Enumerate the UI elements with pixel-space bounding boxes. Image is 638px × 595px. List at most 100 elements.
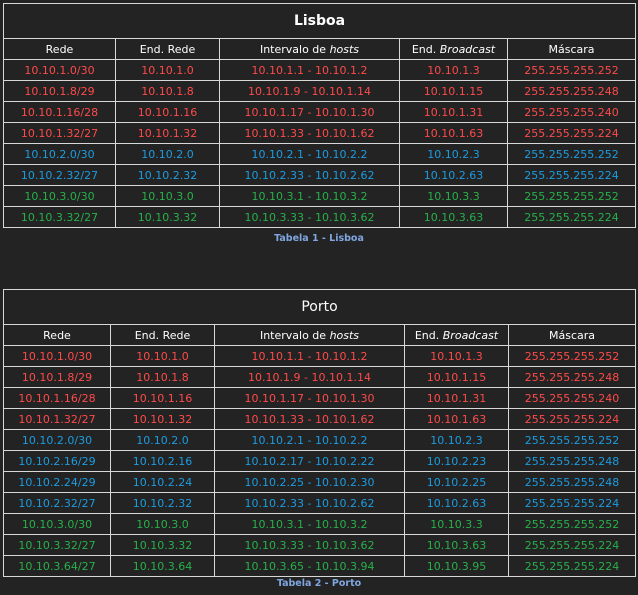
cell-mascara: 255.255.255.224 xyxy=(507,534,637,556)
cell-mascara: 255.255.255.248 xyxy=(507,471,637,493)
lisboa-body: 10.10.1.0/30 10.10.1.0 10.10.1.1 - 10.10.1… xyxy=(3,59,637,228)
cell-end-rede: 10.10.3.32 xyxy=(115,206,220,228)
lisboa-title: Lisboa xyxy=(2,3,637,39)
cell-mascara: 255.255.255.224 xyxy=(506,122,637,144)
column-header-mascara: Máscara xyxy=(506,38,637,60)
cell-broadcast: 10.10.1.31 xyxy=(399,101,508,123)
cell-end-rede: 10.10.1.16 xyxy=(115,101,220,123)
cell-intervalo: 10.10.1.33 - 10.10.1.62 xyxy=(219,122,400,144)
cell-end-rede: 10.10.1.8 xyxy=(115,80,220,102)
cell-rede: 10.10.3.32/27 xyxy=(3,534,111,556)
cell-rede: 10.10.1.32/27 xyxy=(3,122,116,144)
table-row: 10.10.2.16/29 10.10.2.16 10.10.2.17 - 10.1… xyxy=(3,450,637,472)
cell-broadcast: 10.10.1.15 xyxy=(404,366,509,388)
cell-rede: 10.10.2.0/30 xyxy=(3,143,116,165)
cell-end-rede: 10.10.3.32 xyxy=(110,534,215,556)
porto-title: Porto xyxy=(2,289,637,325)
cell-mascara: 255.255.255.248 xyxy=(506,80,637,102)
header-broadcast-italic: Broadcast xyxy=(442,328,499,342)
cell-rede: 10.10.1.16/28 xyxy=(3,387,111,409)
cell-mascara: 255.255.255.252 xyxy=(506,185,637,207)
column-header-end-rede: End. Rede xyxy=(110,324,215,346)
cell-end-rede: 10.10.1.0 xyxy=(110,345,215,367)
table-row: 10.10.1.8/29 10.10.1.8 10.10.1.9 - 10.10.1… xyxy=(3,366,637,388)
cell-broadcast: 10.10.3.3 xyxy=(399,185,508,207)
cell-rede: 10.10.3.32/27 xyxy=(3,206,116,228)
column-header-intervalo: Intervalo de hosts xyxy=(214,324,405,346)
cell-mascara: 255.255.255.248 xyxy=(507,366,637,388)
cell-rede: 10.10.1.0/30 xyxy=(3,345,111,367)
header-intervalo-italic: hosts xyxy=(329,42,360,56)
cell-broadcast: 10.10.1.3 xyxy=(404,345,509,367)
column-header-end-rede: End. Rede xyxy=(115,38,220,60)
cell-end-rede: 10.10.2.32 xyxy=(115,164,220,186)
cell-intervalo: 10.10.1.1 - 10.10.1.2 xyxy=(219,59,400,81)
header-intervalo-prefix: Intervalo de xyxy=(259,42,330,56)
cell-end-rede: 10.10.2.32 xyxy=(110,492,215,514)
porto-body: 10.10.1.0/30 10.10.1.0 10.10.1.1 - 10.10.1… xyxy=(3,345,637,577)
cell-end-rede: 10.10.1.32 xyxy=(110,408,215,430)
cell-end-rede: 10.10.3.0 xyxy=(115,185,220,207)
table-row: 10.10.3.64/27 10.10.3.64 10.10.3.65 - 10.1… xyxy=(3,555,637,577)
cell-mascara: 255.255.255.224 xyxy=(506,206,637,228)
cell-intervalo: 10.10.1.17 - 10.10.1.30 xyxy=(214,387,405,409)
cell-intervalo: 10.10.1.9 - 10.10.1.14 xyxy=(214,366,405,388)
cell-end-rede: 10.10.1.16 xyxy=(110,387,215,409)
cell-mascara: 255.255.255.224 xyxy=(506,164,637,186)
porto-caption: Tabela 2 - Porto xyxy=(276,578,362,589)
cell-mascara: 255.255.255.252 xyxy=(507,513,637,535)
cell-broadcast: 10.10.1.31 xyxy=(404,387,509,409)
cell-mascara: 255.255.255.252 xyxy=(506,143,637,165)
porto-table: Porto Rede End. Rede Intervalo de hosts … xyxy=(2,289,637,577)
cell-rede: 10.10.1.8/29 xyxy=(3,80,116,102)
cell-broadcast: 10.10.1.63 xyxy=(399,122,508,144)
cell-broadcast: 10.10.2.23 xyxy=(404,450,509,472)
cell-intervalo: 10.10.3.1 - 10.10.3.2 xyxy=(219,185,400,207)
column-header-broadcast: End. Broadcast xyxy=(404,324,509,346)
cell-end-rede: 10.10.1.32 xyxy=(115,122,220,144)
cell-end-rede: 10.10.2.0 xyxy=(115,143,220,165)
cell-rede: 10.10.2.16/29 xyxy=(3,450,111,472)
cell-intervalo: 10.10.1.33 - 10.10.1.62 xyxy=(214,408,405,430)
cell-rede: 10.10.2.0/30 xyxy=(3,429,111,451)
cell-mascara: 255.255.255.248 xyxy=(507,450,637,472)
cell-rede: 10.10.1.32/27 xyxy=(3,408,111,430)
cell-broadcast: 10.10.3.95 xyxy=(404,555,509,577)
cell-intervalo: 10.10.1.1 - 10.10.1.2 xyxy=(214,345,405,367)
cell-intervalo: 10.10.1.9 - 10.10.1.14 xyxy=(219,80,400,102)
cell-intervalo: 10.10.2.33 - 10.10.2.62 xyxy=(214,492,405,514)
cell-end-rede: 10.10.2.0 xyxy=(110,429,215,451)
cell-broadcast: 10.10.3.63 xyxy=(399,206,508,228)
table-row: 10.10.2.32/27 10.10.2.32 10.10.2.33 - 10.1… xyxy=(3,164,637,186)
lisboa-header-row: Rede End. Rede Intervalo de hosts End. B… xyxy=(3,38,637,60)
cell-mascara: 255.255.255.224 xyxy=(507,492,637,514)
cell-broadcast: 10.10.3.63 xyxy=(404,534,509,556)
table-row: 10.10.3.0/30 10.10.3.0 10.10.3.1 - 10.10.3… xyxy=(3,185,637,207)
column-header-broadcast: End. Broadcast xyxy=(399,38,508,60)
column-header-mascara: Máscara xyxy=(507,324,637,346)
table-row: 10.10.2.0/30 10.10.2.0 10.10.2.1 - 10.10.2… xyxy=(3,429,637,451)
cell-broadcast: 10.10.2.63 xyxy=(404,492,509,514)
cell-rede: 10.10.2.32/27 xyxy=(3,164,116,186)
cell-rede: 10.10.2.24/29 xyxy=(3,471,111,493)
cell-broadcast: 10.10.3.3 xyxy=(404,513,509,535)
table-row: 10.10.3.0/30 10.10.3.0 10.10.3.1 - 10.10.3… xyxy=(3,513,637,535)
cell-broadcast: 10.10.1.63 xyxy=(404,408,509,430)
cell-end-rede: 10.10.1.8 xyxy=(110,366,215,388)
cell-end-rede: 10.10.1.0 xyxy=(115,59,220,81)
cell-mascara: 255.255.255.224 xyxy=(507,555,637,577)
cell-rede: 10.10.3.64/27 xyxy=(3,555,111,577)
table-row: 10.10.1.16/28 10.10.1.16 10.10.1.17 - 10.1… xyxy=(3,387,637,409)
header-intervalo-italic: hosts xyxy=(329,328,360,342)
cell-intervalo: 10.10.3.33 - 10.10.3.62 xyxy=(219,206,400,228)
cell-intervalo: 10.10.2.1 - 10.10.2.2 xyxy=(214,429,405,451)
cell-intervalo: 10.10.2.1 - 10.10.2.2 xyxy=(219,143,400,165)
cell-mascara: 255.255.255.252 xyxy=(507,429,637,451)
header-intervalo-prefix: Intervalo de xyxy=(259,328,330,342)
cell-rede: 10.10.3.0/30 xyxy=(3,513,111,535)
table-row: 10.10.1.0/30 10.10.1.0 10.10.1.1 - 10.10.1… xyxy=(3,345,637,367)
column-header-rede: Rede xyxy=(3,38,116,60)
cell-mascara: 255.255.255.252 xyxy=(507,345,637,367)
cell-broadcast: 10.10.2.63 xyxy=(399,164,508,186)
cell-intervalo: 10.10.3.33 - 10.10.3.62 xyxy=(214,534,405,556)
